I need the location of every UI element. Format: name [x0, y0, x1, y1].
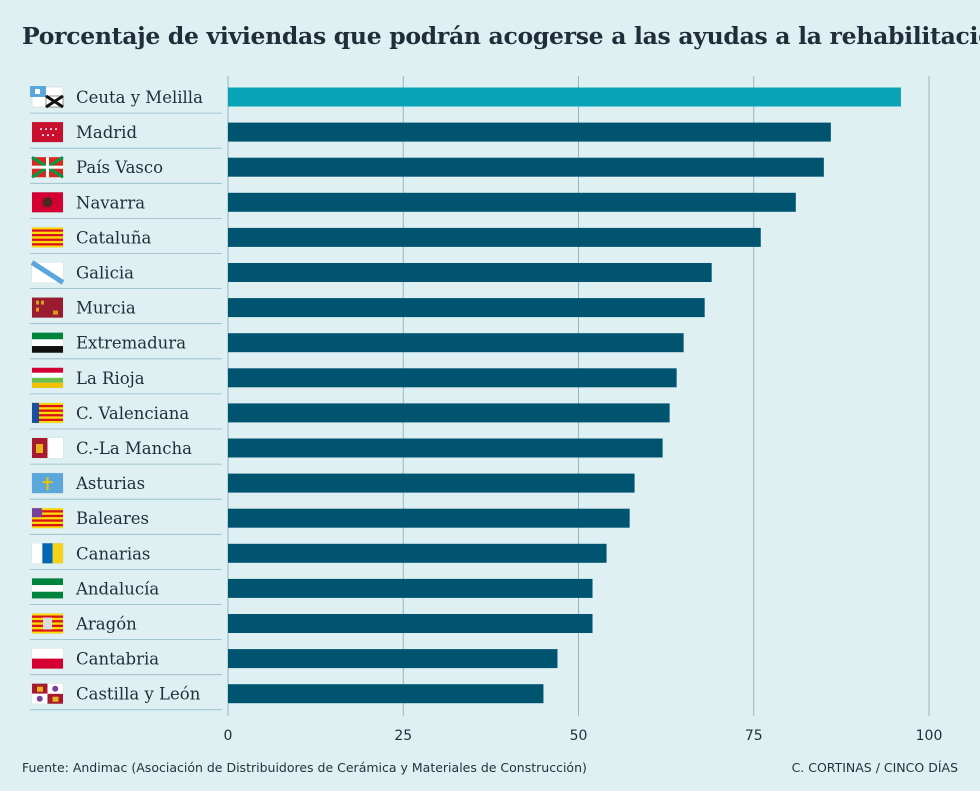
- x-tick-label: 0: [224, 728, 233, 744]
- bar-extremadura: [228, 333, 684, 353]
- category-label: Navarra: [76, 193, 145, 212]
- category-label: Madrid: [76, 123, 137, 142]
- bar-pa-s-vasco: [228, 157, 824, 177]
- bar-murcia: [228, 298, 705, 318]
- bar-c-valenciana: [228, 403, 670, 423]
- bars: [228, 87, 901, 704]
- flag-canarias-icon: [31, 542, 64, 564]
- flag-cantabria-icon: [31, 648, 64, 669]
- category-label: Andalucía: [75, 579, 159, 598]
- flag-ceuta-melilla-icon: [30, 86, 64, 109]
- x-tick-label: 25: [394, 728, 412, 744]
- category-label: La Rioja: [76, 369, 145, 388]
- category-label: Ceuta y Melilla: [76, 88, 203, 107]
- bar-arag-n: [228, 614, 593, 633]
- category-label: Murcia: [76, 299, 136, 318]
- flag-madrid-icon: [31, 121, 64, 143]
- category-label: Asturias: [75, 474, 145, 493]
- bar-catalu-a: [228, 227, 761, 247]
- flag-galicia-icon: [30, 260, 65, 285]
- source-note: Fuente: Andimac (Asociación de Distribui…: [22, 760, 587, 775]
- x-axis-ticks: 0 25 50 75 100: [224, 728, 943, 744]
- gridlines: [227, 76, 930, 716]
- flag-navarra-icon: [31, 192, 64, 213]
- bar-castilla-y-le-n: [228, 684, 544, 704]
- bar-la-rioja: [228, 368, 677, 388]
- x-tick-label: 50: [570, 728, 588, 744]
- flag-cataluna-icon: [31, 227, 64, 248]
- flag-castilla-y-leon-icon: [31, 683, 64, 705]
- category-label: País Vasco: [76, 158, 163, 177]
- flag-extremadura-icon: [31, 332, 64, 354]
- flag-baleares-icon: [31, 507, 64, 529]
- category-label: C. Valenciana: [76, 404, 189, 423]
- bar-andaluc-a: [228, 578, 593, 598]
- category-label: Castilla y León: [76, 685, 201, 704]
- row-separators: [30, 112, 222, 711]
- bar-cantabria: [228, 649, 558, 669]
- x-tick-label: 100: [916, 728, 943, 744]
- flag-pais-vasco-icon: [31, 155, 64, 179]
- bar-canarias: [228, 543, 607, 563]
- bar-navarra: [228, 192, 796, 212]
- flag-andalucia-icon: [31, 578, 64, 599]
- flag-asturias-icon: [31, 472, 64, 494]
- category-label: Baleares: [76, 509, 149, 528]
- x-tick-label: 75: [745, 728, 763, 744]
- flag-aragon-icon: [31, 613, 64, 634]
- bar-c-la-mancha: [228, 438, 663, 458]
- flag-la-rioja-icon: [31, 367, 64, 389]
- category-label: Extremadura: [76, 334, 186, 353]
- bar-madrid: [228, 122, 831, 142]
- bar-baleares: [228, 508, 630, 528]
- category-flags: [30, 86, 65, 705]
- flag-c-la-mancha-icon: [31, 437, 64, 459]
- flag-c-valenciana-icon: [31, 402, 64, 424]
- category-label: Aragón: [75, 615, 137, 634]
- category-label: Canarias: [76, 544, 150, 563]
- chart-title: Porcentaje de viviendas que podrán acoge…: [22, 22, 980, 50]
- category-labels: Ceuta y Melilla Madrid País Vasco Navarra Ca…: [75, 88, 203, 704]
- category-label: Galicia: [76, 264, 134, 283]
- bar-galicia: [228, 263, 712, 282]
- category-label: C.-La Mancha: [76, 439, 192, 458]
- category-label: Cantabria: [76, 650, 159, 669]
- credit-note: C. CORTINAS / CINCO DÍAS: [791, 760, 958, 775]
- flag-murcia-icon: [31, 297, 64, 318]
- bar-ceuta-y-melilla: [228, 87, 901, 107]
- category-label: Cataluña: [76, 228, 151, 247]
- bar-asturias: [228, 473, 635, 493]
